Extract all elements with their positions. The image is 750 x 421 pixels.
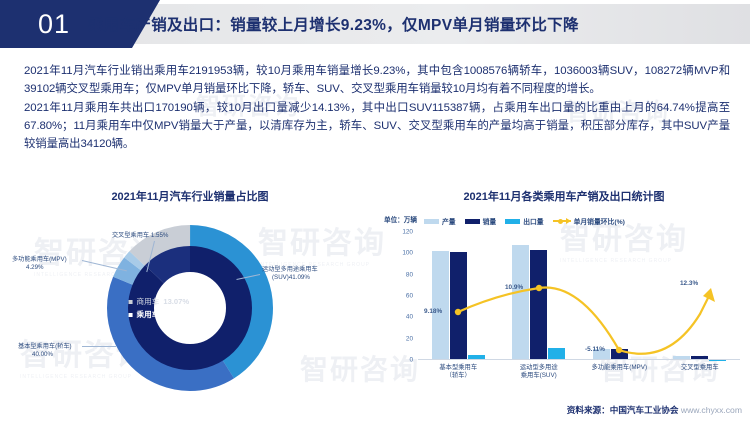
x-label-suv: 运动型多用途 乘用车(SUV) bbox=[519, 364, 558, 380]
bar-production-cross[interactable] bbox=[673, 355, 691, 360]
y-tick-20: 20 bbox=[405, 335, 413, 343]
slide-header: 01 乘用车产销及出口：销量较上月增长9.23%，仅MPV单月销量环比下降 bbox=[0, 0, 750, 48]
legend-label-export: 出口量 bbox=[523, 219, 544, 226]
legend-item-production: 产量 bbox=[424, 216, 456, 226]
y-tick-80: 80 bbox=[405, 271, 413, 279]
pie-label-sedan: 基本型乘用车(轿车) 40.00% bbox=[18, 343, 72, 359]
bar-production-sedan[interactable] bbox=[431, 250, 449, 360]
mom-label-mpv: -5.11% bbox=[585, 346, 605, 353]
x-label-mpv: 多功能乘用车(MPV) bbox=[591, 364, 648, 371]
source-url: www.chyxx.com bbox=[680, 405, 742, 415]
legend-swatch-mom bbox=[552, 218, 571, 224]
y-tick-60: 60 bbox=[405, 292, 413, 300]
y-tick-120: 120 bbox=[402, 228, 413, 236]
legend-item-export: 出口量 bbox=[505, 216, 544, 226]
paragraph-1: 2021年11月汽车行业销出乘用车2191953辆，较10月乘用车销量增长9.2… bbox=[24, 65, 730, 95]
mom-point-suv[interactable] bbox=[535, 284, 543, 292]
bar-chart-plot: 0 20 40 60 80 100 120 bbox=[402, 229, 740, 364]
bar-chart-unit: 单位：万辆 bbox=[384, 217, 417, 224]
legend-label-mom: 单月销量环比(%) bbox=[573, 219, 625, 226]
legend-swatch-export bbox=[505, 218, 521, 224]
donut-svg bbox=[107, 225, 273, 391]
pie-label-mpv-l1: 多功能乘用车(MPV) bbox=[12, 256, 67, 263]
legend-value-passenger: 86.93% bbox=[163, 310, 190, 319]
pie-label-suv: 运动型多用途乘用车 (SUV)41.09% bbox=[262, 266, 318, 282]
bar-sales-sedan[interactable] bbox=[449, 252, 467, 360]
x-axis-line bbox=[418, 359, 740, 360]
legend-label-commercial: 商用车 bbox=[136, 297, 160, 306]
legend-swatch-passenger bbox=[128, 312, 133, 317]
bar-production-suv[interactable] bbox=[512, 245, 530, 360]
legend-label-sales: 销量 bbox=[482, 219, 497, 226]
paragraph-2: 2021年11月乘用车共出口170190辆，较10月出口量减少14.13%，其中… bbox=[24, 102, 730, 150]
page-title: 乘用车产销及出口：销量较上月增长9.23%，仅MPV单月销量环比下降 bbox=[88, 17, 579, 34]
pie-label-mpv: 多功能乘用车(MPV) 4.29% bbox=[12, 256, 67, 272]
pie-label-mpv-l2: 4.29% bbox=[26, 264, 44, 271]
outer-slice-commercial bbox=[107, 225, 273, 391]
source-note: 资料来源：中国汽车工业协会 www.chyxx.com bbox=[567, 404, 742, 416]
pie-label-sedan-l2: 40.00% bbox=[32, 351, 53, 358]
y-tick-0: 0 bbox=[409, 356, 413, 364]
mom-label-suv: 10.9% bbox=[505, 284, 524, 291]
pie-label-suv-l1: 运动型多用途乘用车 bbox=[262, 266, 318, 273]
leader-line-sedan bbox=[82, 346, 116, 347]
donut-chart: 商用车 13.07% 乘用车 86.93% bbox=[100, 218, 280, 398]
mom-point-sedan[interactable] bbox=[454, 308, 462, 316]
legend-label-passenger: 乘用车 bbox=[136, 310, 160, 319]
bar-sales-cross[interactable] bbox=[691, 355, 709, 360]
pie-label-suv-l2: (SUV)41.09% bbox=[272, 274, 310, 281]
body-text: 2021年11月汽车行业销出乘用车2191953辆，较10月乘用车销量增长9.2… bbox=[24, 62, 730, 154]
bar-chart-panel: 2021年11月各类乘用车产销及出口统计图 单位：万辆 产量 销量 出口量 bbox=[378, 188, 750, 403]
pie-chart-title: 2021年11月汽车行业销量占比图 bbox=[111, 191, 269, 203]
pie-chart-panel: 2021年11月汽车行业销量占比图 bbox=[4, 188, 376, 403]
x-label-cross: 交叉型乘用车 bbox=[680, 364, 719, 371]
mom-point-mpv[interactable] bbox=[615, 346, 623, 354]
y-tick-100: 100 bbox=[402, 249, 413, 257]
pie-label-cross-text: 交叉型乘用车 1.55% bbox=[112, 232, 169, 239]
mom-line-series bbox=[454, 284, 715, 355]
mom-line-arrowhead bbox=[703, 288, 715, 302]
charts-area: 2021年11月汽车行业销量占比图 bbox=[0, 188, 750, 403]
bar-group-suv bbox=[499, 232, 580, 360]
mom-label-cross: 12.3% bbox=[680, 280, 699, 287]
bar-sales-mpv[interactable] bbox=[610, 348, 628, 360]
bar-sales-suv[interactable] bbox=[530, 249, 548, 360]
source-text: 资料来源：中国汽车工业协会 bbox=[566, 405, 679, 415]
x-axis-labels: 基本型乘用车 （轿车） 运动型多用途 乘用车(SUV) 多功能乘用车(MPV) … bbox=[418, 364, 740, 381]
bar-export-suv[interactable] bbox=[548, 347, 566, 360]
legend-label-production: 产量 bbox=[442, 219, 456, 226]
mom-label-sedan: 9.18% bbox=[424, 308, 443, 315]
legend-item-commercial: 商用车 13.07% bbox=[128, 296, 257, 307]
arrow-icon bbox=[565, 218, 571, 224]
legend-swatch-sales bbox=[464, 218, 480, 224]
legend-swatch-production bbox=[424, 218, 439, 224]
legend-item-passenger: 乘用车 86.93% bbox=[128, 309, 257, 320]
bar-groups bbox=[418, 232, 740, 360]
legend-item-mom: 单月销量环比(%) bbox=[552, 216, 625, 226]
pie-label-cross: 交叉型乘用车 1.55% bbox=[112, 232, 168, 240]
bar-export-sedan[interactable] bbox=[467, 355, 485, 360]
bar-chart-legend: 产量 销量 出口量 单月销量环比(%) bbox=[424, 216, 625, 226]
mom-line-path bbox=[456, 286, 702, 355]
legend-swatch-commercial bbox=[128, 299, 133, 304]
section-number: 01 bbox=[0, 0, 160, 48]
pie-label-sedan-l1: 基本型乘用车(轿车) bbox=[18, 343, 72, 350]
legend-value-commercial: 13.07% bbox=[163, 297, 190, 306]
outer-slice-sedan bbox=[107, 225, 273, 391]
x-label-sedan: 基本型乘用车 （轿车） bbox=[439, 364, 478, 380]
bar-group-sedan bbox=[418, 232, 499, 360]
bar-production-mpv[interactable] bbox=[592, 349, 610, 360]
y-tick-40: 40 bbox=[405, 313, 413, 321]
bar-chart-title: 2021年11月各类乘用车产销及出口统计图 bbox=[463, 191, 665, 203]
donut-center-legend: 商用车 13.07% 乘用车 86.93% bbox=[128, 294, 257, 322]
legend-item-sales: 销量 bbox=[464, 216, 497, 226]
inner-slice-commercial bbox=[128, 246, 252, 370]
legend-dot bbox=[557, 218, 563, 224]
